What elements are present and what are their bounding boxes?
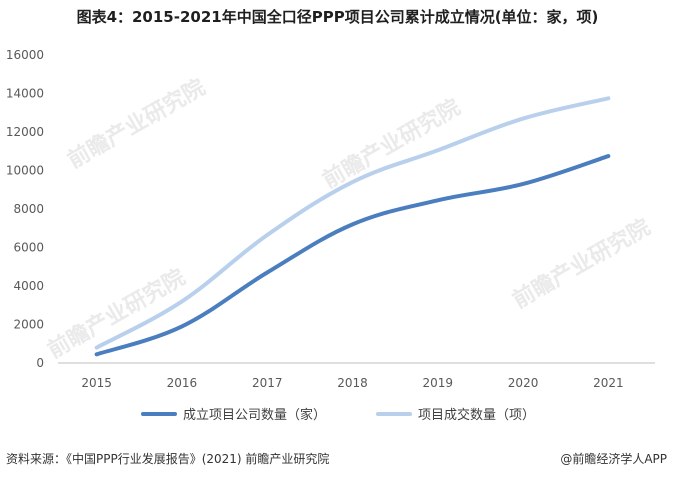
- x-tick-label: 2021: [593, 376, 624, 390]
- y-tick-label: 0: [36, 356, 44, 370]
- y-tick-label: 16000: [6, 48, 44, 62]
- series-lines: [94, 96, 611, 357]
- watermark-text: 前瞻产业研究院: [508, 214, 654, 314]
- watermark-text: 前瞻产业研究院: [63, 74, 209, 174]
- chart-title: 图表4：2015-2021年中国全口径PPP项目公司累计成立情况(单位：家，项): [76, 8, 599, 26]
- y-tick-label: 12000: [6, 125, 44, 139]
- watermark-text: 前瞻产业研究院: [318, 94, 464, 194]
- y-tick-label: 2000: [13, 318, 44, 332]
- y-tick-label: 14000: [6, 87, 44, 101]
- y-tick-label: 8000: [13, 202, 44, 216]
- series-line-1: [94, 96, 611, 350]
- x-tick-label: 2018: [337, 376, 368, 390]
- series-line-0: [94, 154, 611, 357]
- x-tick-label: 2020: [508, 376, 539, 390]
- y-tick-label: 10000: [6, 164, 44, 178]
- legend: 成立项目公司数量（家） 项目成交数量（项）: [141, 407, 535, 423]
- y-axis: 0 2000 4000 6000 8000 10000 12000 14000 16000: [6, 48, 44, 370]
- x-tick-label: 2019: [423, 376, 454, 390]
- x-tick-label: 2015: [81, 376, 112, 390]
- source-note: 资料来源：《中国PPP行业发展报告》(2021) 前瞻产业研究院: [6, 452, 330, 466]
- y-tick-label: 4000: [13, 279, 44, 293]
- brand-credit: @前瞻经济学人APP: [560, 452, 667, 466]
- x-tick-label: 2017: [252, 376, 283, 390]
- x-axis: 2015 2016 2017 2018 2019 2020 2021: [58, 362, 655, 390]
- y-tick-label: 6000: [13, 241, 44, 255]
- x-tick-label: 2016: [167, 376, 198, 390]
- legend-label: 成立项目公司数量（家）: [183, 407, 326, 423]
- legend-label: 项目成交数量（项）: [418, 407, 535, 423]
